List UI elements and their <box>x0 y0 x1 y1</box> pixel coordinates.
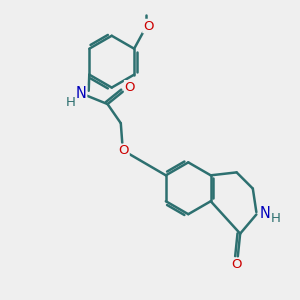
Text: O: O <box>143 20 154 32</box>
Text: N: N <box>260 206 271 220</box>
Text: N: N <box>76 86 86 101</box>
Text: O: O <box>125 81 135 94</box>
Text: H: H <box>66 95 76 109</box>
Text: O: O <box>231 258 242 271</box>
Text: O: O <box>118 144 129 158</box>
Text: H: H <box>271 212 281 224</box>
